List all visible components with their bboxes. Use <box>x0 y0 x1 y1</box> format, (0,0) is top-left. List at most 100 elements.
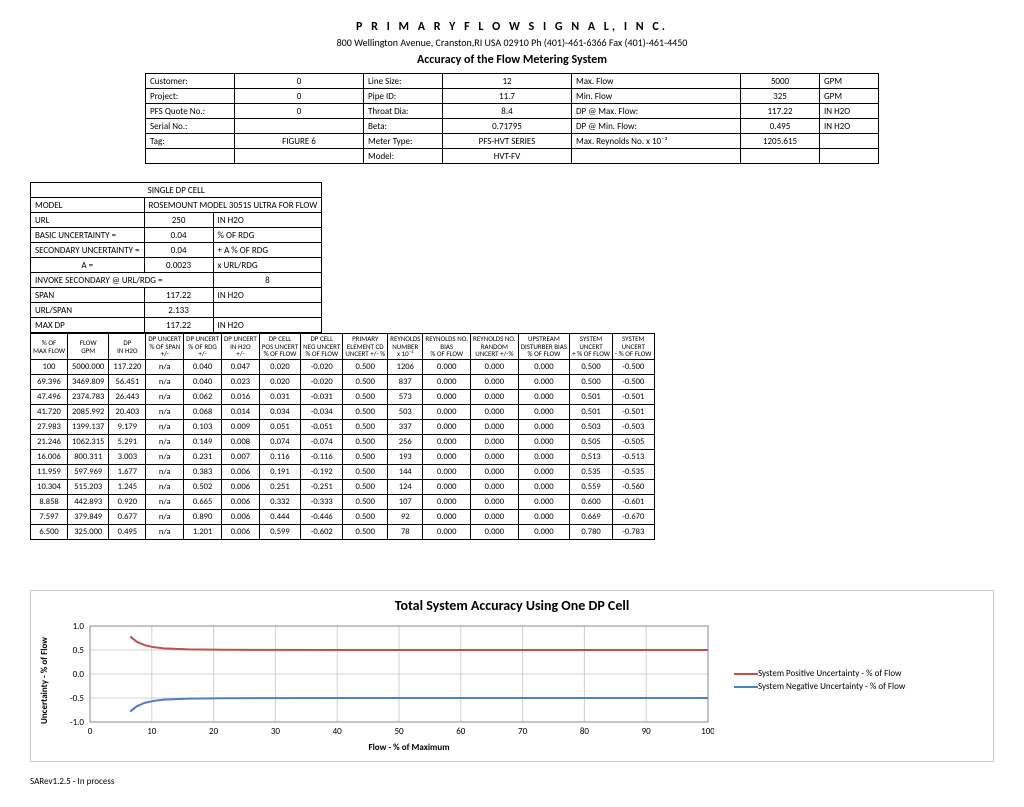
dpcell-cell: IN H2O <box>213 288 322 303</box>
data-cell: 0.074 <box>259 435 300 450</box>
data-cell: 0.000 <box>518 465 569 480</box>
data-cell: 0.503 <box>570 420 613 435</box>
chart-svg: -1.0-0.50.00.51.00102030405060708090100 <box>54 620 714 740</box>
data-cell: 0.500 <box>343 510 388 525</box>
dpcell-cell: URL <box>31 213 145 228</box>
data-cell: 0.000 <box>423 510 471 525</box>
hdr-cell: DP @ Max. Flow: <box>572 104 741 119</box>
svg-text:40: 40 <box>333 726 343 737</box>
data-cell: n/a <box>146 420 184 435</box>
data-cell: 0.500 <box>343 405 388 420</box>
svg-text:80: 80 <box>580 726 590 737</box>
hdr-cell: FIGURE 6 <box>235 134 364 149</box>
hdr-cell: 0 <box>235 104 364 119</box>
chart-xlabel: Flow - % of Maximum <box>79 742 739 753</box>
data-cell: 0.000 <box>423 435 471 450</box>
data-cell: -0.500 <box>612 375 654 390</box>
svg-text:90: 90 <box>642 726 652 737</box>
data-cell: n/a <box>146 465 184 480</box>
data-cell: 47.496 <box>31 390 68 405</box>
dpcell-cell: 0.04 <box>144 228 213 243</box>
data-cell: n/a <box>146 405 184 420</box>
data-cell: -0.783 <box>612 525 654 540</box>
data-cell: -0.333 <box>301 495 343 510</box>
data-cell: -0.500 <box>612 360 654 375</box>
data-cell: 0.016 <box>221 390 259 405</box>
data-cell: 56.451 <box>109 375 146 390</box>
data-cell: 3.003 <box>109 450 146 465</box>
hdr-cell <box>572 149 741 164</box>
data-cell: -0.670 <box>612 510 654 525</box>
data-cell: 837 <box>388 375 423 390</box>
data-cell: 0.000 <box>518 375 569 390</box>
dpcell-cell: 0.0023 <box>144 258 213 273</box>
data-cell: 0.000 <box>471 525 519 540</box>
data-cell: 16.006 <box>31 450 68 465</box>
data-cell: 7.597 <box>31 510 68 525</box>
data-cell: 0.116 <box>259 450 300 465</box>
data-cell: 6.500 <box>31 525 68 540</box>
data-cell: 9.179 <box>109 420 146 435</box>
data-cell: 0.000 <box>518 510 569 525</box>
dpcell-cell: 2.133 <box>144 303 213 318</box>
data-cell: 0.000 <box>423 480 471 495</box>
legend-swatch <box>734 673 758 675</box>
data-cell: 0.000 <box>518 435 569 450</box>
data-cell: 0.149 <box>184 435 222 450</box>
hdr-cell: IN H2O <box>820 119 879 134</box>
hdr-cell <box>820 149 879 164</box>
data-cell: 0.031 <box>259 390 300 405</box>
dpcell-cell: SPAN <box>31 288 145 303</box>
data-cell: 0.000 <box>518 390 569 405</box>
data-cell: -0.513 <box>612 450 654 465</box>
dpcell-cell: IN H2O <box>213 213 322 228</box>
data-cell: 0.251 <box>259 480 300 495</box>
data-cell: -0.074 <box>301 435 343 450</box>
legend-item: System Negative Uncertainty - % of Flow <box>734 681 905 692</box>
data-cell: 107 <box>388 495 423 510</box>
data-cell: 0.535 <box>570 465 613 480</box>
data-cell: -0.602 <box>301 525 343 540</box>
data-cell: 26.443 <box>109 390 146 405</box>
data-cell: -0.501 <box>612 390 654 405</box>
hdr-cell <box>235 119 364 134</box>
data-cell: 0.006 <box>221 510 259 525</box>
data-col-header: DP UNCERT% OF RDG+/- <box>184 334 222 360</box>
data-cell: 0.000 <box>423 375 471 390</box>
hdr-cell <box>146 149 235 164</box>
data-cell: n/a <box>146 435 184 450</box>
data-cell: 5.291 <box>109 435 146 450</box>
data-cell: 597.969 <box>68 465 109 480</box>
data-cell: 0.500 <box>343 450 388 465</box>
data-cell: 0.780 <box>570 525 613 540</box>
data-cell: 0.000 <box>471 450 519 465</box>
data-cell: 69.396 <box>31 375 68 390</box>
data-cell: 0.500 <box>343 420 388 435</box>
chart-ylabel: Uncertainty - % of Flow <box>39 637 50 724</box>
data-cell: n/a <box>146 360 184 375</box>
data-cell: 0.000 <box>518 420 569 435</box>
report-title: Accuracy of the Flow Metering System <box>30 53 994 67</box>
hdr-cell: 5000 <box>741 74 820 89</box>
data-cell: 0.332 <box>259 495 300 510</box>
svg-text:0.0: 0.0 <box>73 669 85 680</box>
data-cell: 0.047 <box>221 360 259 375</box>
data-cell: 11.959 <box>31 465 68 480</box>
hdr-cell: Beta: <box>364 119 443 134</box>
data-cell: -0.051 <box>301 420 343 435</box>
data-table: % OFMAX FLOWFLOWGPMDPIN H2ODP UNCERT% OF… <box>30 333 655 540</box>
data-col-header: REYNOLDS NO.BIAS% OF FLOW <box>423 334 471 360</box>
data-cell: 0.103 <box>184 420 222 435</box>
data-col-header: DP UNCERTIN H2O+/- <box>221 334 259 360</box>
hdr-cell: Project: <box>146 89 235 104</box>
data-col-header: DP CELLNEG UNCERT% OF FLOW <box>301 334 343 360</box>
data-cell: 10.304 <box>31 480 68 495</box>
data-cell: 0.677 <box>109 510 146 525</box>
data-cell: 0.502 <box>184 480 222 495</box>
data-cell: 0.500 <box>343 390 388 405</box>
data-cell: n/a <box>146 510 184 525</box>
hdr-cell: Model: <box>364 149 443 164</box>
data-cell: n/a <box>146 375 184 390</box>
data-col-header: REYNOLDS NO.RANDOMUNCERT +/-% <box>471 334 519 360</box>
data-cell: -0.020 <box>301 375 343 390</box>
